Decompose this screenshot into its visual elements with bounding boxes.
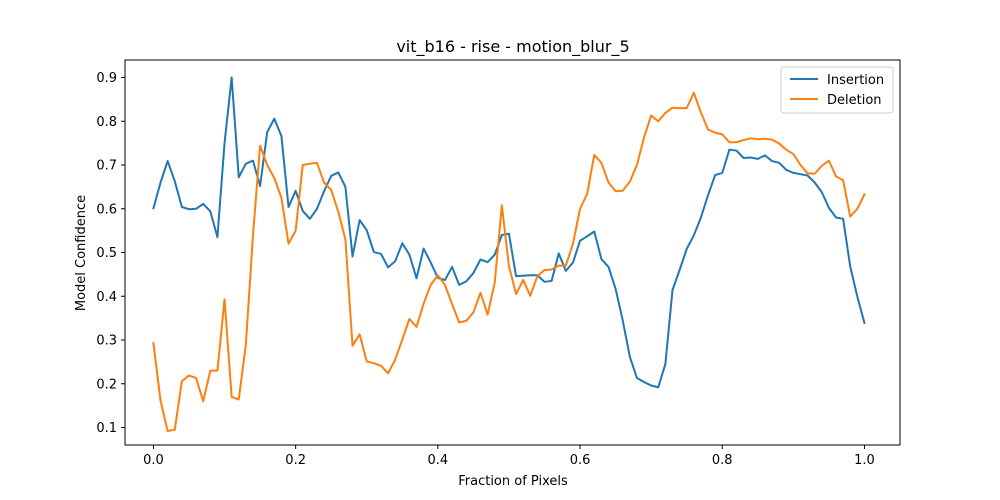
y-tick-label: 0.6 xyxy=(96,202,117,217)
x-tick-label: 0.4 xyxy=(428,453,449,468)
y-tick-label: 0.2 xyxy=(96,377,117,392)
x-tick-label: 0.6 xyxy=(570,453,591,468)
x-axis-label: Fraction of Pixels xyxy=(458,474,568,489)
x-tick-label: 1.0 xyxy=(854,453,875,468)
legend: Insertion Deletion xyxy=(780,66,894,114)
chart-title: vit_b16 - rise - motion_blur_5 xyxy=(396,37,629,57)
plot-area: 0.0 0.2 0.4 0.6 0.8 1.0 0.1 0.2 0.3 0.4 0.5 0.6 0.7 0… xyxy=(96,59,901,468)
y-tick-label: 0.4 xyxy=(96,290,117,305)
legend-label-deletion: Deletion xyxy=(827,93,882,108)
legend-label-insertion: Insertion xyxy=(827,73,884,88)
y-tick-label: 0.3 xyxy=(96,334,117,349)
y-tick-label: 0.7 xyxy=(96,159,117,174)
y-tick-label: 0.1 xyxy=(96,421,117,436)
y-axis-label: Model Confidence xyxy=(74,195,89,311)
x-tick-label: 0.2 xyxy=(285,453,306,468)
series-line-deletion xyxy=(152,91,866,432)
y-tick-label: 0.9 xyxy=(96,71,117,86)
x-tick-label: 0.0 xyxy=(143,453,164,468)
y-tick-label: 0.5 xyxy=(96,246,117,261)
y-tick-label: 0.8 xyxy=(96,115,117,130)
x-tick-label: 0.8 xyxy=(712,453,733,468)
series-line-insertion xyxy=(152,76,866,389)
